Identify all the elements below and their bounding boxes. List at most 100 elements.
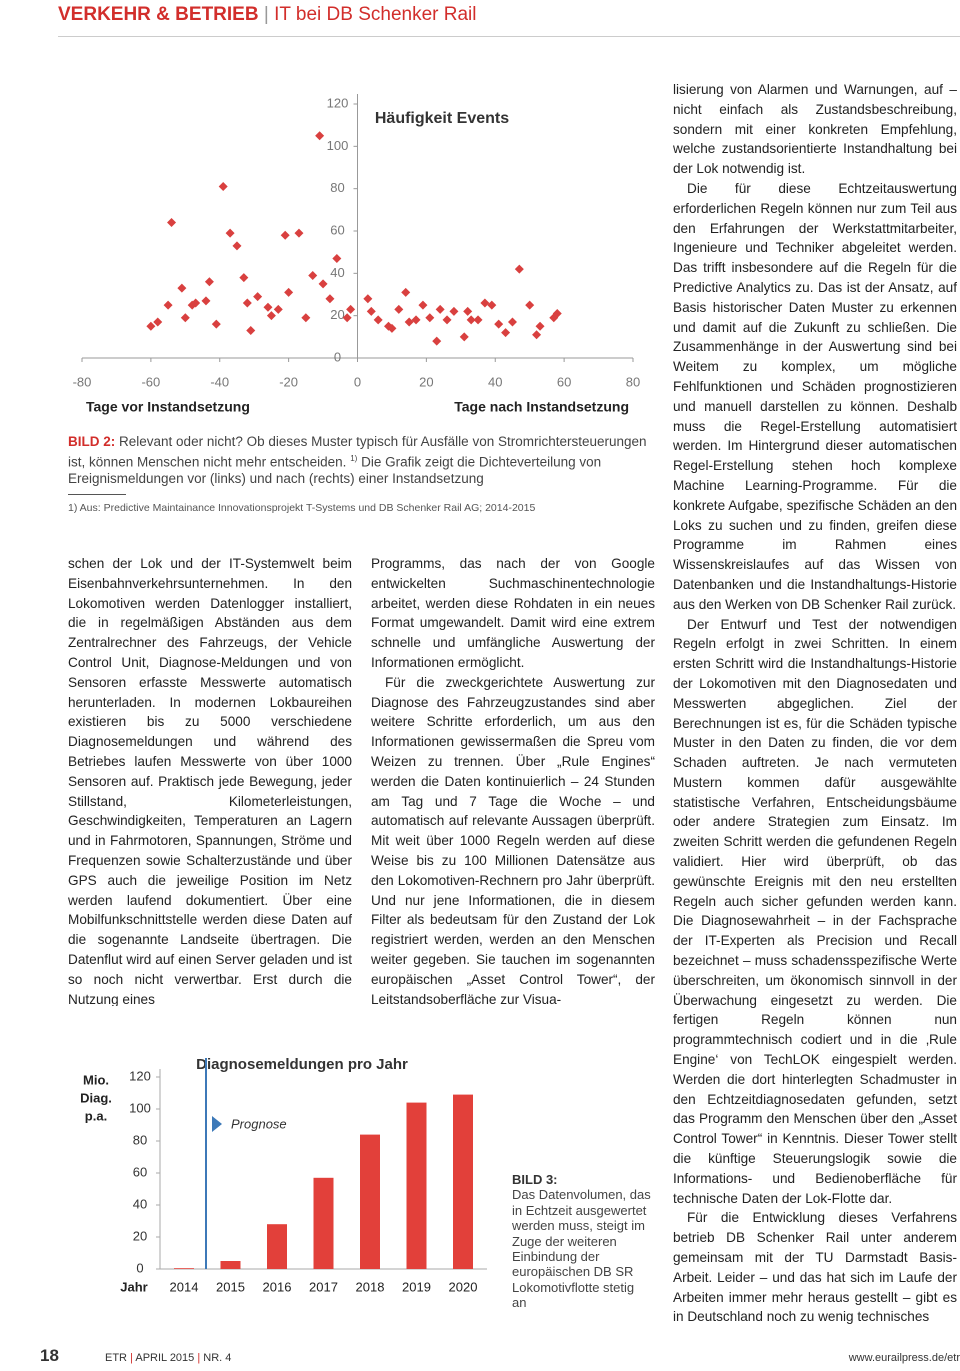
caption-text: Die Grafik zeigt die Dichteverteilung vo… [68,454,602,486]
paragraph: Die für diese Echtzeitauswertung erforde… [673,180,957,612]
x-tick-label: 2016 [263,1279,292,1294]
point [535,321,545,331]
y-axis-label: p.a. [85,1108,107,1123]
x-tick-label: 60 [557,374,571,389]
rule [68,494,126,495]
y-tick-label: 60 [330,222,344,237]
bar [220,1261,241,1269]
point [507,317,517,327]
point [153,317,163,327]
x-axis-label: Tage vor Instandsetzung [86,399,250,415]
point [473,315,483,325]
chart-title: Diagnosemeldungen pro Jahr [196,1056,408,1073]
x-tick-label: 0 [354,374,361,389]
point [225,228,235,238]
y-tick-label: 80 [330,180,344,195]
y-axis-label: Mio. [83,1072,109,1087]
point [332,254,342,264]
point [418,300,428,310]
caption: BILD 2: Relevant oder nicht? Ob dieses M… [68,434,658,487]
point [480,298,490,308]
caption-text: Das Datenvolumen, das in Echtzeit ausgew… [512,1187,651,1311]
chart-title: Häufigkeit Events [375,110,509,127]
point [280,230,290,240]
issue-number: NR. 4 [203,1352,232,1364]
issue-date: APRIL 2015 [135,1352,195,1364]
x-tick-label: 2014 [170,1279,199,1294]
page-number: 18 [40,1346,59,1365]
point [177,283,187,293]
point [463,306,473,316]
point [308,270,318,280]
x-tick-label: 2018 [356,1279,385,1294]
forecast-arrow [212,1116,222,1132]
point [411,315,421,325]
y-tick-label: 120 [129,1068,151,1083]
point [494,319,504,329]
point [239,273,249,283]
bar [360,1134,380,1269]
point [301,313,311,323]
point [167,218,177,228]
paragraph: schen der Lok und der IT-Systemwelt beim… [68,556,352,1006]
point [273,304,283,314]
paragraph: lisierung von Alarmen und Warnungen, auf… [673,82,957,177]
point [342,313,352,323]
paragraph: Für die zweckgerichtete Auswertung zur D… [371,674,655,1006]
point [211,319,221,329]
x-tick-label: 40 [488,374,502,389]
caption: BILD 3: Das Datenvolumen, das in Echtzeit… [512,1172,652,1311]
x-tick-label: 80 [626,374,640,389]
y-tick-label: 60 [133,1164,147,1179]
footnote: 1) Aus: Predictive Maintainance Innovati… [68,502,536,514]
x-axis-label: Jahr [120,1279,147,1294]
point [180,313,190,323]
point [246,325,256,335]
point [163,300,173,310]
point [232,241,242,251]
point [325,294,335,304]
x-tick-label: 2015 [216,1279,245,1294]
x-tick-label: -60 [141,374,160,389]
point [514,264,524,274]
point [315,131,325,141]
point [387,323,397,333]
point [532,330,542,340]
point [435,304,445,314]
caption-label: BILD 2: [68,434,116,449]
point [191,298,201,308]
point [294,228,304,238]
rule [58,36,960,37]
point [253,292,263,302]
y-tick-label: 120 [327,95,349,110]
point [218,182,228,192]
point [459,332,469,342]
point [346,304,356,314]
point [401,287,411,297]
x-tick-label: -40 [210,374,229,389]
y-tick-label: 0 [136,1260,143,1275]
caption-label: BILD 3: [512,1172,558,1187]
point [404,317,414,327]
point [366,306,376,316]
point [201,296,211,306]
point [363,294,373,304]
y-tick-label: 40 [330,265,344,280]
column: lisierung von Alarmen und Warnungen, auf… [673,80,957,1324]
caption-text: Relevant oder nicht? Ob dieses Muster ty… [68,434,647,469]
bar [267,1224,287,1269]
point [487,300,497,310]
issue: ETR | APRIL 2015 | NR. 4 [105,1352,232,1364]
point [204,277,214,287]
paragraph: Der Entwurf und Test der notwendigen Reg… [673,616,957,1206]
column: schen der Lok und der IT-Systemwelt beim… [68,554,352,1006]
point [525,300,535,310]
bar [406,1102,427,1269]
annotation: Prognose [231,1116,287,1131]
y-tick-label: 100 [129,1100,151,1115]
bar [174,1268,194,1269]
x-axis-label: Tage nach Instandsetzung [454,399,629,415]
x-tick-label: 20 [419,374,433,389]
